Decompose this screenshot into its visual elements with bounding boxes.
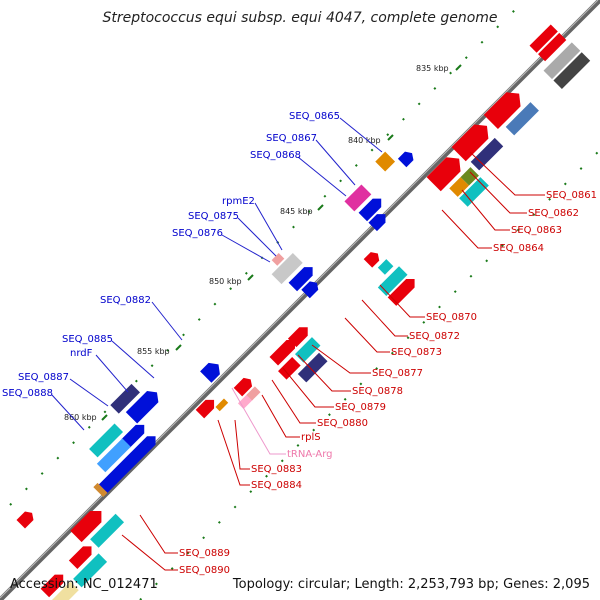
gene-label[interactable]: SEQ_0889 [179,548,230,559]
gene-feature [363,252,415,306]
scale-dots [9,4,521,506]
leader-lines-reverse [51,117,383,431]
gene-feature [16,511,34,529]
gene-feature [89,383,159,498]
tick-label: 845 kbp [280,207,313,216]
rna-labels: tRNA-Arg [287,449,332,460]
gene-feature [451,124,504,171]
gene-label[interactable]: SEQ_0877 [372,368,423,379]
gene-feature [543,42,591,89]
gene-label[interactable]: nrdF [70,348,93,359]
forward-labels: SEQ_0861 SEQ_0862 SEQ_0863 SEQ_0864 SEQ_… [179,190,597,576]
gene-feature [200,362,220,383]
gene-feature [375,151,414,172]
gene-label[interactable]: SEQ_0867 [266,133,317,144]
gene-label[interactable]: SEQ_0863 [511,225,562,236]
gene-label[interactable]: tRNA-Arg [287,449,332,460]
reverse-genes [89,24,591,498]
gene-label[interactable]: SEQ_0888 [2,388,53,399]
gene-feature [271,253,319,299]
gene-feature [233,377,261,410]
tick-label: 855 kbp [137,347,170,356]
tick-label: 850 kbp [209,277,242,286]
gene-label[interactable]: SEQ_0880 [317,418,368,429]
accession-text: Accession: NC_012471 [10,577,158,592]
leader-line-rna [231,387,286,455]
leader-lines-forward [121,151,545,571]
tick-label: 840 kbp [348,136,381,145]
reverse-labels: SEQ_0865 SEQ_0867 SEQ_0868 rpmE2 SEQ_087… [2,111,340,399]
gene-feature [529,24,567,62]
gene-label[interactable]: SEQ_0876 [172,228,223,239]
gene-label[interactable]: SEQ_0879 [335,402,386,413]
gene-label[interactable]: SEQ_0870 [426,312,477,323]
gene-label[interactable]: SEQ_0873 [391,347,442,358]
gene-label[interactable]: rplS [301,432,321,443]
topology-text: Topology: circular; Length: 2,253,793 bp… [232,577,590,592]
gene-label[interactable]: SEQ_0861 [546,190,597,201]
gene-label[interactable]: SEQ_0865 [289,111,340,122]
gene-label[interactable]: rpmE2 [222,196,255,207]
gene-feature [195,398,229,419]
gene-label[interactable]: SEQ_0882 [100,295,151,306]
tick-label: 835 kbp [416,64,449,73]
gene-label[interactable]: SEQ_0868 [250,150,301,161]
gene-label[interactable]: SEQ_0883 [251,464,302,475]
gene-feature [40,510,125,600]
gene-feature [483,92,539,136]
gene-label[interactable]: SEQ_0875 [188,211,239,222]
gene-label[interactable]: SEQ_0862 [528,208,579,219]
gene-label[interactable]: SEQ_0884 [251,480,302,491]
gene-label[interactable]: SEQ_0878 [352,386,403,397]
gene-label[interactable]: SEQ_0864 [493,243,544,254]
gene-feature [269,327,328,383]
gene-feature [426,157,489,207]
gene-label[interactable]: SEQ_0890 [179,565,230,576]
gene-label[interactable]: SEQ_0885 [62,334,113,345]
tick-label: 860 kbp [64,413,97,422]
gene-feature [344,184,386,232]
gene-label[interactable]: SEQ_0887 [18,372,69,383]
gene-label[interactable]: SEQ_0872 [409,331,460,342]
tick-marks [101,64,462,421]
genome-title: Streptococcus equi subsp. equi 4047, com… [102,10,498,26]
